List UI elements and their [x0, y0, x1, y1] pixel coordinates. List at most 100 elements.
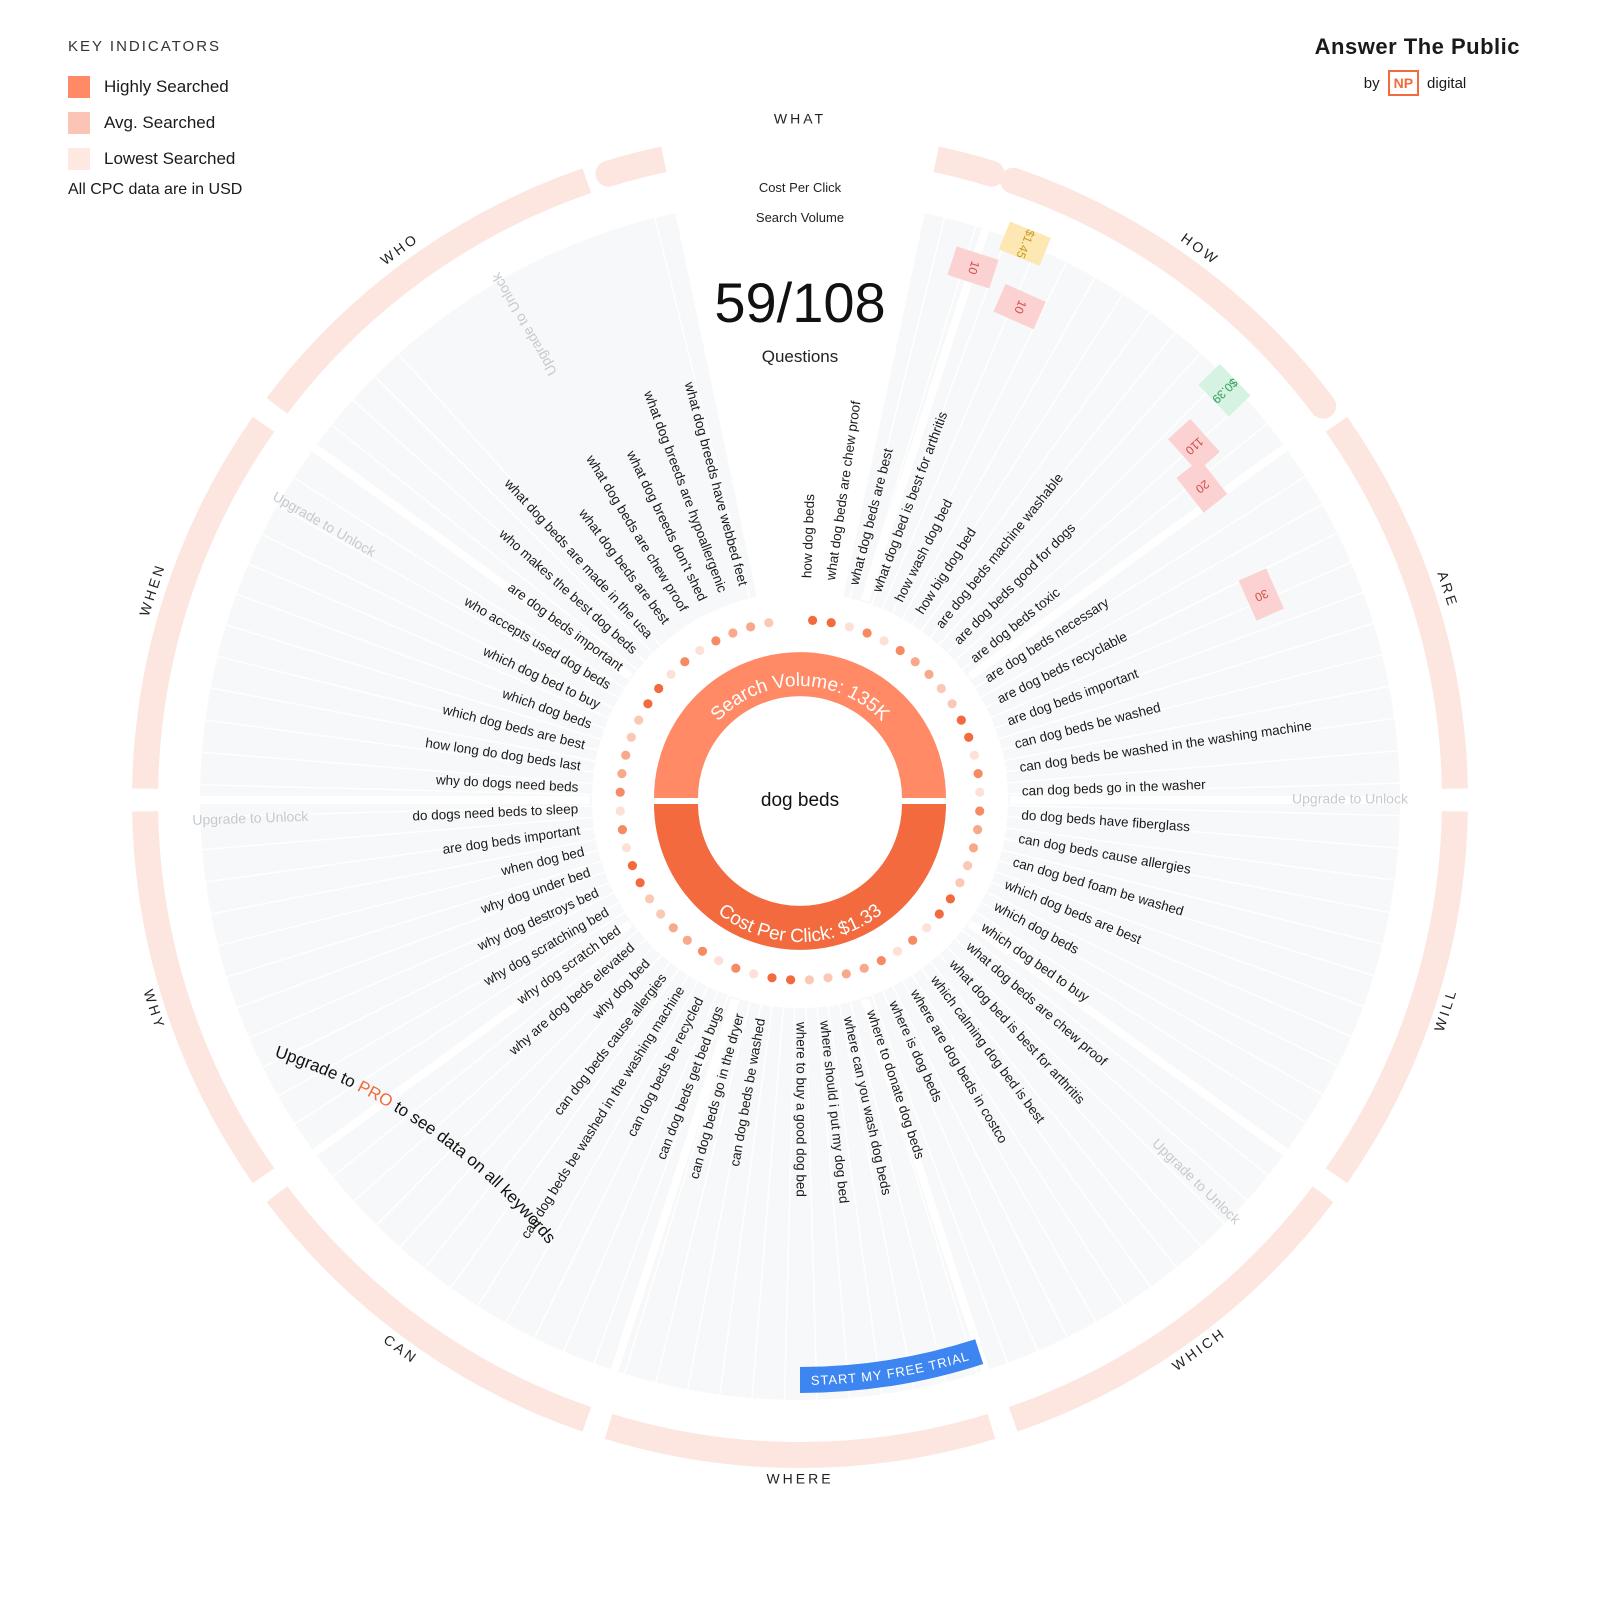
wheel-spoke — [858, 990, 978, 1374]
category-segment-will[interactable] — [1325, 811, 1468, 1184]
category-segment-why[interactable] — [132, 811, 275, 1184]
category-segment-who[interactable] — [266, 168, 592, 414]
data-cell-box — [1198, 363, 1251, 417]
sector-divider — [610, 998, 739, 1372]
category-segment-how[interactable] — [1000, 167, 1337, 419]
wheel-spoke — [276, 504, 627, 703]
wheel-spoke — [201, 751, 601, 785]
sector-divider — [312, 920, 633, 1156]
wheel-spoke — [751, 999, 785, 1399]
question-dot — [695, 645, 705, 656]
wheel-spoke — [987, 868, 1364, 1008]
question-dot — [615, 806, 625, 816]
data-cell: 20 — [1176, 459, 1228, 513]
question-dot — [621, 843, 632, 853]
category-segment-which[interactable] — [1008, 1186, 1334, 1432]
question-dot — [908, 935, 918, 945]
question-label[interactable]: can dog beds go in the washer — [1022, 777, 1207, 799]
upgrade-to-unlock-will[interactable]: Upgrade to Unlock — [1292, 791, 1409, 807]
wheel-spoke — [987, 591, 1364, 732]
question-dot — [895, 645, 905, 656]
question-dot — [947, 699, 957, 709]
category-segment-when[interactable] — [132, 416, 275, 789]
brand-logo[interactable]: Answer The Public by NP digital — [1240, 34, 1520, 96]
wheel-spoke — [983, 561, 1352, 722]
wheel-spoke — [916, 961, 1152, 1288]
data-cell: 30 — [1238, 568, 1284, 621]
wheel-spoke — [999, 782, 1400, 796]
wheel-spoke — [476, 968, 694, 1307]
wheel-spoke — [888, 978, 1068, 1338]
upgrade-to-unlock-when[interactable]: Upgrade to Unlock — [192, 808, 309, 828]
question-label[interactable]: where to buy a good dog bed — [793, 1021, 808, 1197]
wheel-spoke — [940, 374, 1225, 660]
data-cell: $0.39 — [1198, 363, 1251, 417]
wheel-spoke — [248, 563, 617, 722]
question-dot — [746, 622, 756, 632]
wheel-spoke — [205, 826, 603, 883]
wheel-spoke — [331, 424, 645, 676]
legend-item-avg: Avg. Searched — [68, 105, 328, 141]
wheel-spoke — [915, 311, 1151, 638]
sector-divider — [861, 228, 990, 602]
question-dot — [892, 946, 903, 956]
wheel-spoke — [941, 940, 1226, 1225]
question-dot — [786, 975, 796, 985]
wheel-spoke — [563, 983, 722, 1352]
wheel-spoke — [450, 962, 685, 1289]
wheel-spoke — [593, 987, 733, 1364]
question-label[interactable]: do dogs need beds to sleep — [412, 801, 578, 823]
wheel-spoke — [999, 804, 1400, 817]
wheel-spoke — [294, 907, 633, 1125]
key-indicators: KEY INDICATORS Highly Searched Avg. Sear… — [68, 38, 328, 199]
wheel-spoke — [248, 878, 617, 1039]
question-dot — [654, 683, 664, 694]
wheel-spoke — [686, 996, 764, 1390]
question-dot — [767, 973, 777, 983]
category-segment-are[interactable] — [1325, 416, 1468, 789]
sector-divider — [861, 998, 990, 1372]
sector-divider — [967, 444, 1288, 680]
wheel-spoke — [210, 687, 604, 764]
data-cell: 10 — [993, 284, 1046, 330]
category-segment-can[interactable] — [266, 1186, 592, 1432]
legend-swatch-low — [68, 148, 90, 170]
wheel-spoke — [897, 973, 1097, 1323]
question-dot — [617, 825, 628, 835]
keyword: dog beds — [761, 790, 839, 811]
wheel-spoke — [210, 837, 604, 915]
wheel-spoke — [990, 622, 1374, 742]
wheel-spoke — [654, 217, 753, 607]
question-label[interactable]: how dog beds — [799, 494, 817, 579]
legend-item-high: Highly Searched — [68, 69, 328, 105]
wheel-spoke — [847, 217, 946, 607]
wheel-spoke — [878, 983, 1039, 1352]
question-dot — [963, 861, 973, 871]
wheel-spoke — [217, 847, 607, 947]
wheel-spoke — [804, 999, 818, 1400]
question-dot — [924, 669, 934, 680]
wheel-spoke — [277, 898, 627, 1097]
question-dot — [808, 615, 818, 626]
question-dot — [859, 963, 869, 973]
wheel-spoke — [991, 857, 1375, 977]
question-dot — [969, 750, 979, 760]
wheel-spoke — [978, 888, 1339, 1067]
wheel-spoke — [968, 906, 1307, 1124]
category-segment-where[interactable] — [604, 1413, 996, 1468]
question-dot — [922, 923, 932, 933]
wheel-spoke — [924, 955, 1178, 1268]
question-dot — [621, 750, 631, 760]
cpc-arc — [654, 803, 946, 950]
question-dot — [617, 769, 627, 779]
wheel-spoke — [262, 888, 622, 1069]
data-cell-value: 10 — [1011, 298, 1029, 316]
question-dot — [627, 861, 638, 871]
legend-item-low: Lowest Searched — [68, 141, 328, 177]
question-dot — [682, 935, 692, 945]
question-dot — [956, 715, 966, 725]
start-trial-button[interactable] — [799, 1339, 984, 1393]
wheel-spoke — [375, 941, 660, 1226]
wheel-spoke — [955, 924, 1269, 1176]
question-dot — [680, 657, 690, 667]
